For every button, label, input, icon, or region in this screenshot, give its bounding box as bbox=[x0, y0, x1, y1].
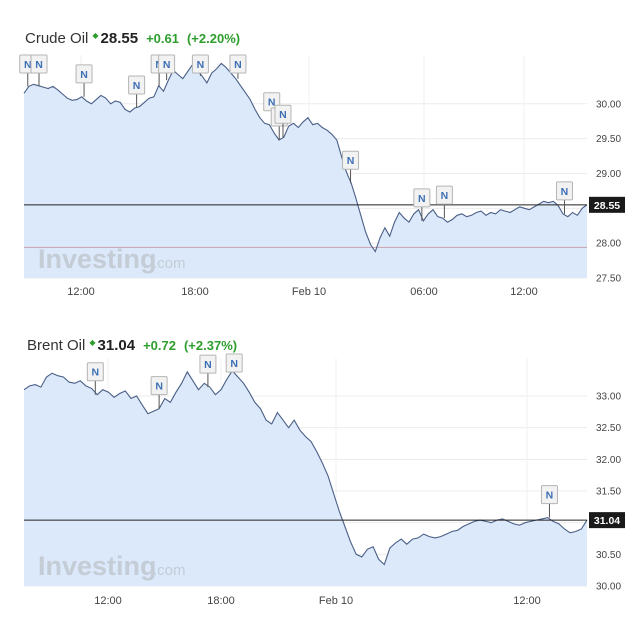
news-marker-icon bbox=[30, 54, 48, 74]
last-price: 31.04 bbox=[97, 337, 136, 354]
news-marker-label: N bbox=[441, 190, 449, 202]
y-tick-label: 28.00 bbox=[596, 239, 621, 250]
news-marker-icon bbox=[435, 185, 453, 205]
news-marker-label: N bbox=[347, 155, 355, 167]
news-marker-icon bbox=[191, 54, 209, 74]
price-change: +0.72 bbox=[143, 338, 176, 353]
x-tick-label: 12:00 bbox=[513, 595, 541, 607]
y-tick-label: 32.50 bbox=[596, 423, 621, 434]
price-line bbox=[23, 369, 588, 566]
news-marker-label: N bbox=[234, 59, 242, 71]
price-change: +0.61 bbox=[146, 31, 179, 46]
news-marker-label: N bbox=[163, 59, 171, 71]
last-price-tag bbox=[589, 512, 625, 529]
x-tick-label: Feb 10 bbox=[319, 595, 353, 607]
price-area-fill bbox=[24, 370, 587, 586]
y-tick-label: 29.50 bbox=[596, 134, 621, 145]
y-tick-label: 29.00 bbox=[596, 169, 621, 180]
news-marker-label: N bbox=[279, 109, 287, 121]
news-marker-label: N bbox=[546, 490, 554, 502]
news-marker-icon bbox=[555, 181, 573, 201]
news-marker-icon bbox=[342, 150, 360, 170]
news-marker-icon bbox=[229, 54, 247, 74]
watermark-logo-suffix: .com bbox=[153, 562, 186, 579]
crude-oil-chart[interactable]: 30.0029.5029.0028.5028.0027.5012:0018:00… bbox=[0, 0, 640, 300]
watermark-logo-suffix: .com bbox=[153, 255, 186, 272]
up-arrow-icon: ◆ bbox=[89, 338, 96, 347]
news-marker-label: N bbox=[268, 97, 276, 109]
news-marker-label: N bbox=[24, 59, 32, 71]
price-line bbox=[23, 62, 588, 253]
price-change-percent: (+2.20%) bbox=[186, 31, 241, 46]
last-price: 28.55 bbox=[100, 30, 139, 47]
brent-oil-panel: Brent Oil ◆ 31.04 +0.72 (+2.37%) 33.00 32.50 3… bbox=[0, 330, 640, 621]
news-marker-label: N bbox=[197, 59, 205, 71]
brent-oil-chart[interactable]: 33.0032.5032.0031.5031.0030.5030.0012:00… bbox=[0, 330, 640, 621]
last-price-tag-label: 31.04 bbox=[594, 515, 620, 527]
x-tick-label: 12:00 bbox=[94, 595, 122, 607]
news-marker-label: N bbox=[418, 193, 426, 205]
x-tick-label: 12:00 bbox=[67, 286, 95, 298]
y-tick-label: 27.50 bbox=[596, 274, 621, 285]
news-marker-icon bbox=[158, 54, 176, 74]
news-marker-label: N bbox=[35, 59, 43, 71]
price-area-fill bbox=[24, 63, 587, 279]
news-marker-icon bbox=[225, 353, 243, 373]
last-price-tag-label: 28.55 bbox=[594, 200, 620, 212]
y-tick-label: 30.00 bbox=[596, 582, 621, 593]
brent-oil-quote-header: Brent Oil ◆ 31.04 +0.72 (+2.37%) bbox=[27, 337, 237, 359]
news-marker-icon bbox=[199, 354, 217, 374]
watermark-logo: Investing bbox=[38, 551, 157, 581]
x-tick-label: 18:00 bbox=[207, 595, 235, 607]
news-marker-label: N bbox=[204, 359, 212, 371]
up-arrow-icon: ◆ bbox=[92, 31, 99, 40]
y-tick-label: 32.00 bbox=[596, 455, 621, 466]
news-marker-icon bbox=[86, 362, 104, 382]
news-marker-label: N bbox=[92, 367, 100, 379]
instrument-name[interactable]: Crude Oil bbox=[25, 30, 89, 47]
x-tick-label: 06:00 bbox=[410, 286, 438, 298]
last-price-tag bbox=[589, 196, 625, 213]
watermark-logo: Investing bbox=[38, 244, 157, 274]
instrument-name[interactable]: Brent Oil bbox=[27, 337, 86, 354]
news-marker-label: N bbox=[230, 358, 238, 370]
news-marker-label: N bbox=[561, 186, 569, 198]
y-tick-label: 30.00 bbox=[596, 99, 621, 110]
news-marker-icon bbox=[274, 104, 292, 124]
news-marker-icon bbox=[150, 376, 168, 396]
x-tick-label: 12:00 bbox=[510, 286, 538, 298]
news-marker-label: N bbox=[133, 80, 141, 92]
news-marker-icon bbox=[75, 64, 93, 84]
x-tick-label: 18:00 bbox=[181, 286, 209, 298]
news-marker-icon bbox=[540, 485, 558, 505]
news-marker-icon bbox=[128, 75, 146, 95]
y-tick-label: 31.50 bbox=[596, 487, 621, 498]
news-marker-label: N bbox=[155, 381, 163, 393]
price-change-percent: (+2.37%) bbox=[183, 338, 238, 353]
y-tick-label: 30.50 bbox=[596, 550, 621, 561]
y-tick-label: 33.00 bbox=[596, 392, 621, 403]
news-marker-icon bbox=[413, 188, 431, 208]
x-tick-label: Feb 10 bbox=[292, 286, 326, 298]
crude-oil-quote-header: Crude Oil ◆ 28.55 +0.61 (+2.20%) bbox=[25, 30, 240, 52]
crude-oil-panel: Crude Oil ◆ 28.55 +0.61 (+2.20%) 30.00 29.50 2… bbox=[0, 0, 640, 300]
news-marker-label: N bbox=[80, 69, 88, 81]
